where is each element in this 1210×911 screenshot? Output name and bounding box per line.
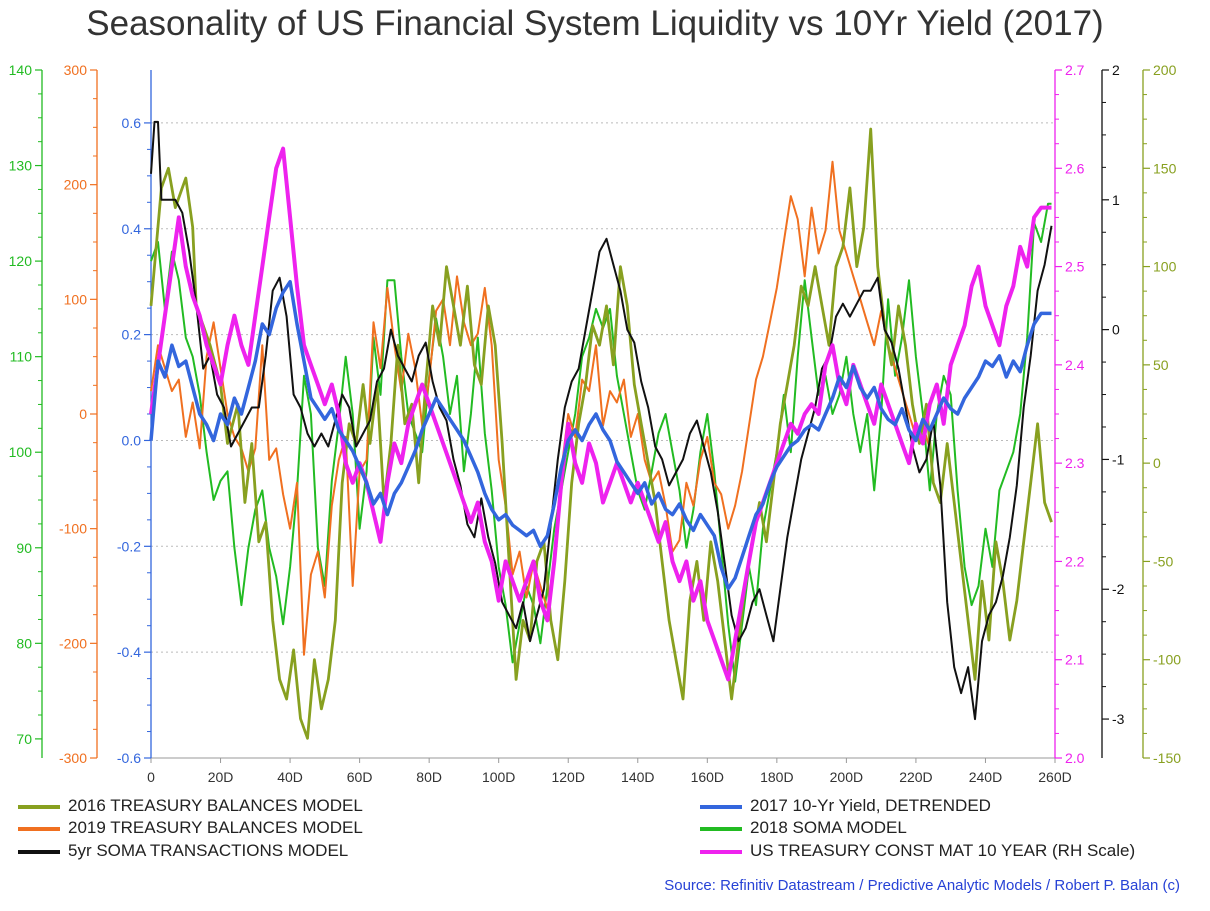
series-line-0 — [149, 127, 1053, 740]
legend-swatch — [18, 826, 60, 831]
axis-tick-label: -0.6 — [117, 750, 141, 766]
axis-tick-label: 1 — [1112, 192, 1120, 208]
x-tick-label: 200D — [830, 769, 863, 785]
axis-tick-label: 0.6 — [122, 115, 142, 131]
x-tick-label: 180D — [760, 769, 793, 785]
source-credit: Source: Refinitiv Datastream / Predictiv… — [664, 877, 1180, 894]
series-line-1 — [150, 160, 931, 656]
axis-tick-label: 140 — [9, 62, 33, 78]
legend-item-5yr-soma: 5yr SOMA TRANSACTIONS MODEL — [18, 841, 348, 861]
x-tick-label: 80D — [416, 769, 442, 785]
axis-tick-label: 0.4 — [122, 221, 142, 237]
axis-tick-label: 2.1 — [1065, 652, 1085, 668]
axis-tick-label: -100 — [1153, 652, 1181, 668]
series-line-5 — [149, 146, 1052, 682]
x-tick-label: 100D — [482, 769, 515, 785]
axis-tick-label: 120 — [9, 253, 33, 269]
axis-tick-label: 2.6 — [1065, 160, 1085, 176]
x-tick-label: 140D — [621, 769, 654, 785]
legend-item-us-treasury-10y: US TREASURY CONST MAT 10 YEAR (RH Scale) — [700, 838, 1188, 864]
legend-item-2016-treasury: 2016 TREASURY BALANCES MODEL — [18, 796, 363, 816]
axis-tick-label: 300 — [64, 62, 88, 78]
axis-tick-label: 2.7 — [1065, 62, 1085, 78]
x-tick-label: 240D — [969, 769, 1002, 785]
axis-tick-label: -50 — [1153, 553, 1173, 569]
axis-tick-label: -0.4 — [117, 644, 141, 660]
axis-tick-label: 100 — [1153, 259, 1177, 275]
legend-label: 2018 SOMA MODEL — [750, 818, 907, 837]
x-tick-label: 60D — [347, 769, 373, 785]
axis-tick-label: -0.2 — [117, 538, 141, 554]
axis-tick-label: 200 — [64, 177, 88, 193]
legend-label: 5yr SOMA TRANSACTIONS MODEL — [68, 841, 349, 860]
axis-tick-label: 100 — [64, 291, 88, 307]
legend-swatch — [700, 804, 742, 809]
legend-item-2019-treasury: 2019 TREASURY BALANCES MODEL — [18, 818, 363, 838]
axis-tick-label: 2 — [1112, 62, 1120, 78]
axis-tick-label: 0 — [79, 406, 87, 422]
axis-tick-label: -1 — [1112, 451, 1125, 467]
legend-label: 2019 TREASURY BALANCES MODEL — [68, 818, 363, 837]
legend-row: US TREASURY CONST MAT 10 YEAR (RH Scale) — [700, 841, 1135, 861]
series-line-4 — [150, 202, 1052, 683]
chart-canvas: 0 20D 40D 60D 80D 100D 120D 140D 160D 180D 200D 220… — [9, 62, 1182, 785]
legend-item-2017-yield: 2017 10-Yr Yield, DETRENDED — [700, 796, 991, 816]
series-line-3 — [149, 279, 1052, 591]
legend-label: 2017 10-Yr Yield, DETRENDED — [750, 796, 991, 815]
axis-tick-label: -3 — [1112, 711, 1125, 727]
legend-swatch — [700, 849, 742, 854]
x-tick-label: 20D — [208, 769, 234, 785]
legend-swatch — [18, 849, 60, 854]
axis-tick-label: 70 — [16, 731, 32, 747]
axis-tick-label: 0 — [1112, 322, 1120, 338]
axis-tick-label: 0.2 — [122, 327, 142, 343]
axis-tick-label: -150 — [1153, 750, 1181, 766]
axis-tick-label: 200 — [1153, 62, 1177, 78]
axis-tick-label: 150 — [1153, 160, 1177, 176]
axis-tick-label: 50 — [1153, 357, 1169, 373]
axis-tick-label: -2 — [1112, 581, 1125, 597]
series-line-2 — [150, 120, 1053, 721]
axis-tick-label: 2.2 — [1065, 553, 1085, 569]
axis-tick-label: -100 — [59, 521, 87, 537]
axis-tick-label: 0 — [1153, 455, 1161, 471]
axes: 0 20D 40D 60D 80D 100D 120D 140D 160D 180D 200D 220… — [9, 62, 1182, 785]
axis-tick-label: -200 — [59, 635, 87, 651]
axis-tick-label: 80 — [16, 635, 32, 651]
series-lines — [149, 120, 1053, 740]
x-tick-label: 220D — [899, 769, 932, 785]
axis-tick-label: 2.3 — [1065, 455, 1085, 471]
axis-tick-label: 100 — [9, 444, 33, 460]
axis-tick-label: 2.0 — [1065, 750, 1085, 766]
axis-tick-label: 0.0 — [122, 432, 142, 448]
x-tick-label: 160D — [691, 769, 724, 785]
legend-label: 2016 TREASURY BALANCES MODEL — [68, 796, 363, 815]
axis-tick-label: -300 — [59, 750, 87, 766]
x-tick-label: 260D — [1038, 769, 1071, 785]
legend-swatch — [18, 804, 60, 809]
chart-title: Seasonality of US Financial System Liqui… — [86, 4, 1104, 43]
x-tick-label: 40D — [277, 769, 303, 785]
x-tick-label: 120D — [551, 769, 584, 785]
axis-tick-label: 110 — [10, 349, 33, 365]
axis-tick-label: 90 — [16, 540, 32, 556]
legend-item-2018-soma: 2018 SOMA MODEL — [700, 818, 907, 838]
x-tick-label: 0 — [147, 769, 155, 785]
legend-swatch — [700, 826, 742, 831]
legend-label: US TREASURY CONST MAT 10 YEAR (RH Scale) — [750, 841, 1136, 860]
axis-tick-label: 130 — [9, 158, 33, 174]
axis-tick-label: 2.5 — [1065, 259, 1085, 275]
axis-tick-label: 2.4 — [1065, 357, 1085, 373]
